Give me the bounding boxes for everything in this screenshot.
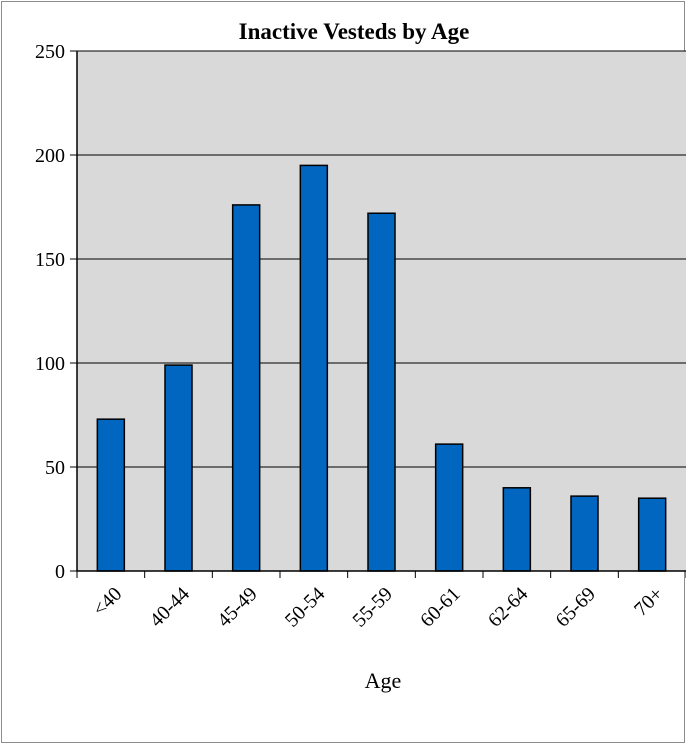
bar bbox=[502, 487, 532, 572]
x-tick-label: 65-69 bbox=[551, 583, 600, 632]
bar bbox=[96, 418, 126, 572]
x-tick-label: <40 bbox=[89, 583, 127, 621]
y-tick-label: 0 bbox=[55, 561, 65, 583]
y-tick-label: 50 bbox=[45, 457, 65, 479]
x-axis-title: Age bbox=[365, 668, 402, 693]
y-tick-label: 100 bbox=[35, 353, 65, 375]
x-tick-label: 60-61 bbox=[416, 583, 465, 632]
x-tick-label: 40-44 bbox=[145, 583, 194, 632]
x-tick-label: 70+ bbox=[630, 583, 668, 621]
x-tick-label: 55-59 bbox=[348, 583, 397, 632]
x-tick-label: 50-54 bbox=[281, 583, 330, 632]
bar bbox=[299, 164, 329, 572]
bar bbox=[231, 204, 261, 572]
y-tick-label: 200 bbox=[35, 145, 65, 167]
bars bbox=[96, 164, 667, 572]
y-tick-labels: 0 50 100 150 200 250 bbox=[35, 41, 65, 583]
y-tick-label: 250 bbox=[35, 41, 65, 63]
y-tick-label: 150 bbox=[35, 249, 65, 271]
bar bbox=[367, 212, 396, 572]
axes bbox=[70, 50, 686, 578]
x-tick-label: 62-64 bbox=[484, 583, 533, 632]
bar bbox=[164, 364, 193, 572]
bar bbox=[637, 497, 667, 572]
x-tick-label: 45-49 bbox=[213, 583, 262, 632]
x-tick-labels: <40 40-44 45-49 50-54 55-59 60-61 62-64 65-69 70… bbox=[89, 583, 668, 632]
chart-title: Inactive Vesteds by Age bbox=[239, 19, 470, 44]
bar bbox=[570, 495, 599, 572]
bar bbox=[434, 443, 464, 572]
